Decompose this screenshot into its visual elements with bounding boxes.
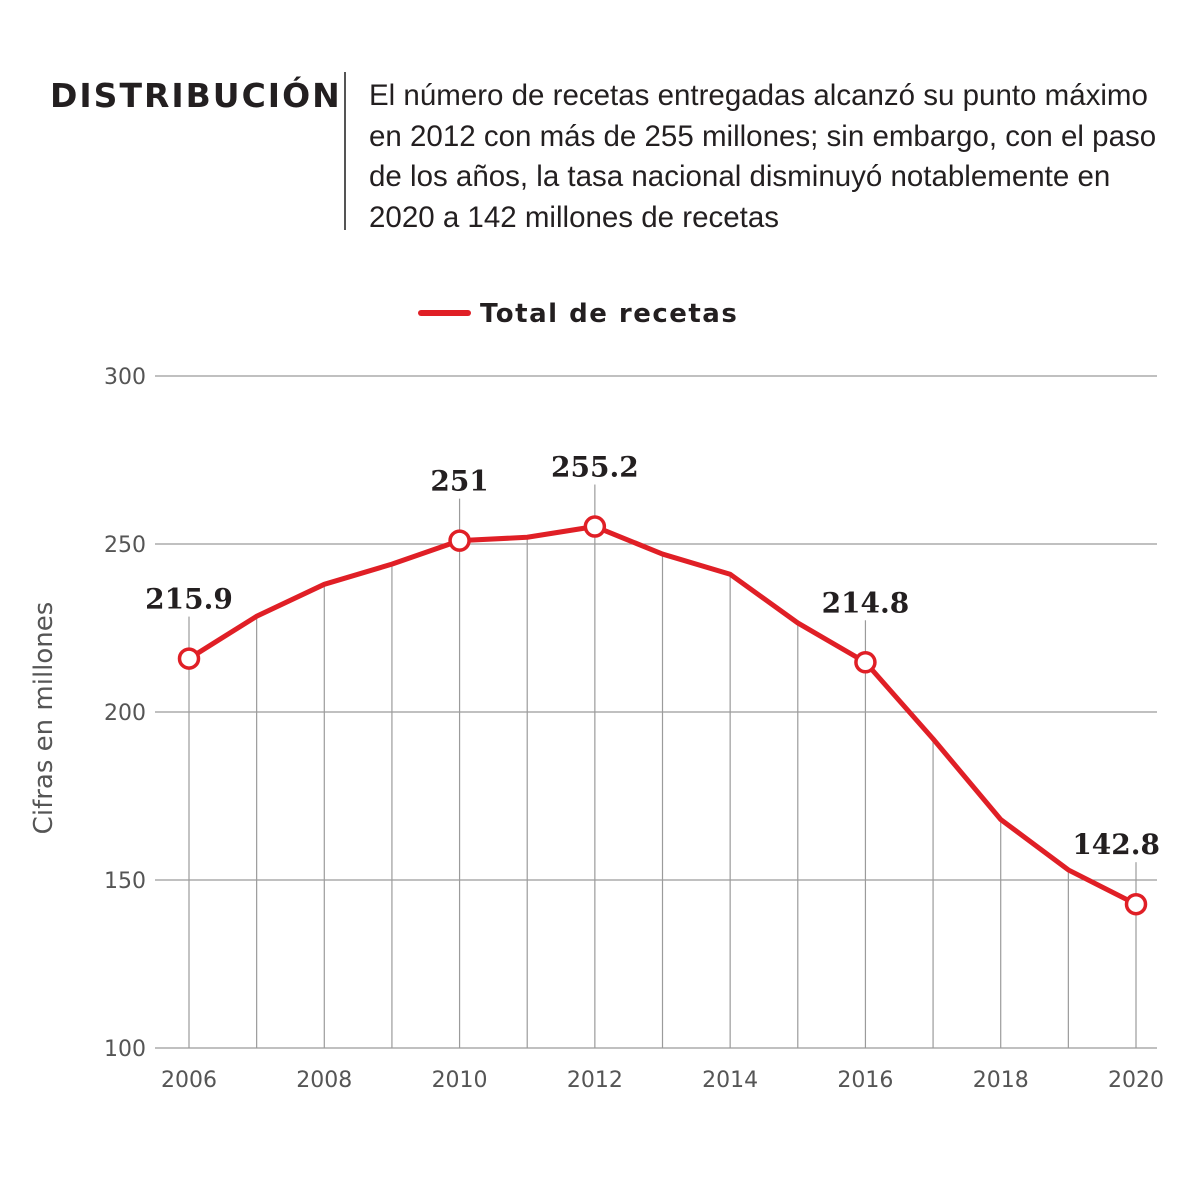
data-point-marker xyxy=(177,647,201,670)
legend: Total de recetas xyxy=(418,299,738,329)
header-divider xyxy=(344,72,346,230)
x-tick-label: 2016 xyxy=(837,1068,893,1093)
x-tick-label: 2014 xyxy=(702,1068,758,1093)
data-point-marker xyxy=(583,515,607,538)
data-label: 214.8 xyxy=(822,586,910,619)
section-kicker: DISTRIBUCIÓN xyxy=(50,76,342,115)
y-tick-label: 300 xyxy=(104,365,146,390)
chart-description: El número de recetas entregadas alcanzó … xyxy=(369,79,1157,234)
data-markers xyxy=(177,515,1148,916)
x-tick-label: 2006 xyxy=(161,1068,217,1093)
x-tick-label: 2010 xyxy=(432,1068,488,1093)
x-tick-label: 2018 xyxy=(973,1068,1029,1093)
x-tick-label: 2020 xyxy=(1108,1068,1164,1093)
series-line-total-recetas xyxy=(186,524,1139,907)
y-tick-label: 150 xyxy=(104,869,146,894)
y-tick-label: 250 xyxy=(104,533,146,558)
x-axis-ticks: 2006 2008 2010 2012 2014 2016 2018 2020 xyxy=(161,1068,1164,1093)
data-label: 215.9 xyxy=(145,583,233,616)
grid xyxy=(155,375,1157,1049)
data-label: 142.8 xyxy=(1072,828,1160,861)
data-label: 255.2 xyxy=(551,451,639,484)
header: DISTRIBUCIÓN El número de recetas entreg… xyxy=(0,0,1200,240)
y-tick-label: 100 xyxy=(104,1037,146,1062)
legend-label: Total de recetas xyxy=(480,299,738,329)
y-tick-label: 200 xyxy=(104,701,146,726)
data-label: 251 xyxy=(430,465,488,498)
y-axis-ticks: 100 150 200 250 300 xyxy=(104,365,146,1062)
data-point-marker xyxy=(854,651,877,674)
data-labels: 215.9 251 255.2 214.8 142.8 xyxy=(145,451,1160,862)
y-axis-title: Cifras en millones xyxy=(29,602,59,835)
data-point-marker xyxy=(1124,892,1148,916)
x-tick-label: 2008 xyxy=(296,1068,352,1093)
data-point-marker xyxy=(448,529,471,552)
x-tick-label: 2012 xyxy=(567,1068,623,1093)
